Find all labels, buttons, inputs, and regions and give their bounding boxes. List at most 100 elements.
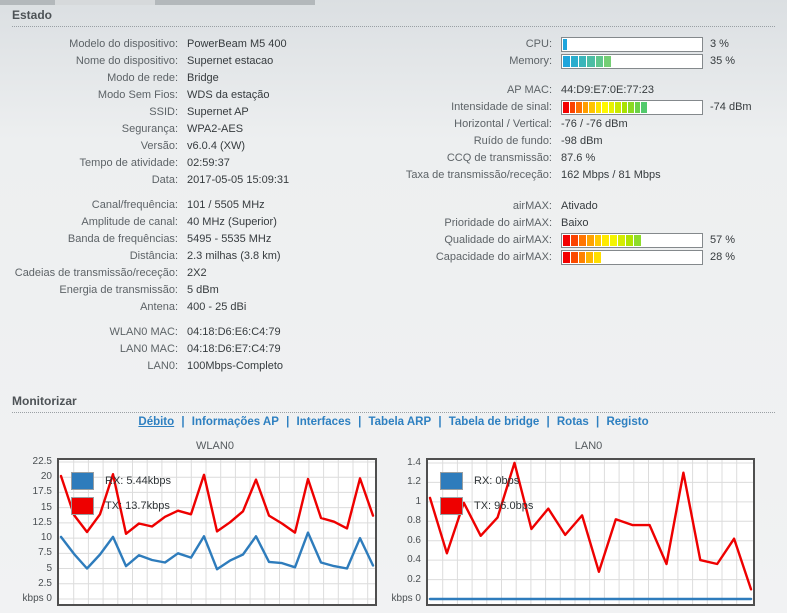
status-value: -74 dBm bbox=[710, 99, 752, 115]
status-value: 162 Mbps / 81 Mbps bbox=[561, 167, 661, 183]
legend-label: RX: 0bps bbox=[474, 475, 519, 487]
status-row: Canal/frequência:101 / 5505 MHz bbox=[12, 197, 390, 214]
status-label: Intensidade de sinal: bbox=[395, 99, 552, 115]
monitor-tab-bar: Débito | Informações AP | Interfaces | T… bbox=[0, 416, 787, 428]
bar-segment bbox=[596, 56, 603, 67]
y-axis-tick-label: 1.2 bbox=[407, 476, 421, 487]
status-label: Segurança: bbox=[12, 121, 178, 137]
monitor-tab-registo[interactable]: Registo bbox=[606, 416, 648, 428]
lan0-throughput-chart: LAN0kbps 00.20.40.60.811.21.4RX: 0bpsTX:… bbox=[396, 437, 772, 613]
status-row: CCQ de transmissão:87.6 % bbox=[395, 150, 783, 167]
bar-segment bbox=[587, 235, 594, 246]
indicator-bar bbox=[561, 54, 703, 69]
bar-segment bbox=[618, 235, 625, 246]
status-value: 87.6 % bbox=[561, 150, 595, 166]
bar-segment bbox=[563, 235, 570, 246]
status-group: Canal/frequência:101 / 5505 MHzAmplitude… bbox=[12, 197, 390, 316]
bar-segment bbox=[641, 102, 647, 113]
status-label: CPU: bbox=[395, 36, 552, 52]
bar-segment bbox=[602, 235, 609, 246]
status-row: CPU:3 % bbox=[395, 36, 783, 53]
y-axis-tick-label: 1 bbox=[415, 496, 421, 507]
y-axis-tick-label: 10 bbox=[41, 532, 52, 543]
status-row: Nome do dispositivo: Supernet estacao bbox=[12, 53, 390, 70]
y-axis-tick-label: 20 bbox=[41, 471, 52, 482]
status-label: Qualidade do airMAX: bbox=[395, 232, 552, 248]
chart-title: LAN0 bbox=[426, 440, 751, 452]
y-axis-tick-label: 0.6 bbox=[407, 535, 421, 546]
status-section-heading: Estado bbox=[12, 8, 775, 27]
status-row: Horizontal / Vertical:-76 / -76 dBm bbox=[395, 116, 783, 133]
monitor-tab-rotas[interactable]: Rotas bbox=[557, 416, 589, 428]
status-row: Prioridade do airMAX:Baixo bbox=[395, 215, 783, 232]
bar-segment bbox=[596, 102, 602, 113]
legend-swatch-tx bbox=[71, 497, 94, 515]
y-axis-tick-label: 17.5 bbox=[33, 486, 52, 497]
status-label: Memory: bbox=[395, 53, 552, 69]
monitor-tab-informa-es-ap[interactable]: Informações AP bbox=[192, 416, 279, 428]
status-row: LAN0 MAC:04:18:D6:E7:C4:79 bbox=[12, 341, 390, 358]
status-group: CPU:3 %Memory: 35 % bbox=[395, 36, 783, 70]
status-row: airMAX: Ativado bbox=[395, 198, 783, 215]
y-axis-tick-label: 0.2 bbox=[407, 574, 421, 585]
legend-label: RX: 5.44kbps bbox=[105, 475, 171, 487]
app-tab-bar-strip bbox=[0, 0, 315, 5]
legend-label: TX: 13.7kbps bbox=[105, 500, 170, 512]
bar-segment bbox=[594, 252, 601, 263]
status-value: Supernet AP bbox=[187, 104, 249, 120]
tab-separator: | bbox=[283, 416, 293, 428]
status-value: Supernet estacao bbox=[187, 53, 273, 69]
status-value: 100Mbps-Completo bbox=[187, 358, 283, 374]
status-row: Distância:2.3 milhas (3.8 km) bbox=[12, 248, 390, 265]
legend-item: TX: 13.7kbps bbox=[71, 497, 171, 515]
status-label: Canal/frequência: bbox=[12, 197, 178, 213]
status-value: 400 - 25 dBi bbox=[187, 299, 246, 315]
active-tab-strip[interactable] bbox=[55, 0, 155, 5]
status-label: Ruído de fundo: bbox=[395, 133, 552, 149]
bar-segment bbox=[571, 235, 578, 246]
bar-segment bbox=[563, 102, 569, 113]
status-value: -98 dBm bbox=[561, 133, 603, 149]
chart-title: WLAN0 bbox=[57, 440, 373, 452]
bar-segment bbox=[610, 235, 617, 246]
monitor-tab-tabela-arp[interactable]: Tabela ARP bbox=[368, 416, 431, 428]
status-value: Ativado bbox=[561, 198, 598, 214]
bar-segment bbox=[576, 102, 582, 113]
bar-segment bbox=[583, 102, 589, 113]
status-label: airMAX: bbox=[395, 198, 552, 214]
status-row: Data:2017-05-05 15:09:31 bbox=[12, 172, 390, 189]
monitor-tab-interfaces[interactable]: Interfaces bbox=[297, 416, 351, 428]
status-value: -76 / -76 dBm bbox=[561, 116, 628, 132]
status-value: 02:59:37 bbox=[187, 155, 230, 171]
indicator-bar bbox=[561, 250, 703, 265]
status-value: v6.0.4 (XW) bbox=[187, 138, 245, 154]
indicator-bar bbox=[561, 37, 703, 52]
tab-separator: | bbox=[543, 416, 553, 428]
status-row: Memory: 35 % bbox=[395, 53, 783, 70]
monitor-tab-d-bito[interactable]: Débito bbox=[138, 416, 174, 428]
y-axis-tick-label: 22.5 bbox=[33, 456, 52, 467]
legend-swatch-rx bbox=[71, 472, 94, 490]
bar-segment bbox=[570, 102, 576, 113]
status-value: 35 % bbox=[710, 53, 735, 69]
indicator-bar bbox=[561, 100, 703, 115]
status-label: Nome do dispositivo: bbox=[12, 53, 178, 69]
bar-segment bbox=[587, 56, 594, 67]
monitor-tab-tabela-de-bridge[interactable]: Tabela de bridge bbox=[449, 416, 540, 428]
status-row: SSID:Supernet AP bbox=[12, 104, 390, 121]
legend-item: TX: 96.0bps bbox=[440, 497, 533, 515]
status-value: PowerBeam M5 400 bbox=[187, 36, 287, 52]
status-row: Qualidade do airMAX:57 % bbox=[395, 232, 783, 249]
monitor-section-heading: Monitorizar bbox=[12, 394, 775, 413]
status-label: Versão: bbox=[12, 138, 178, 154]
legend-label: TX: 96.0bps bbox=[474, 500, 533, 512]
status-label: Cadeias de transmissão/receção: bbox=[12, 265, 178, 281]
status-value: 2.3 milhas (3.8 km) bbox=[187, 248, 281, 264]
status-value: 5495 - 5535 MHz bbox=[187, 231, 271, 247]
status-label: LAN0 MAC: bbox=[12, 341, 178, 357]
legend-item: RX: 5.44kbps bbox=[71, 472, 171, 490]
bar-segment bbox=[589, 102, 595, 113]
y-axis-tick-label: 1.4 bbox=[407, 457, 421, 468]
y-axis-tick-label: 7.5 bbox=[38, 547, 52, 558]
bar-segment bbox=[563, 252, 570, 263]
